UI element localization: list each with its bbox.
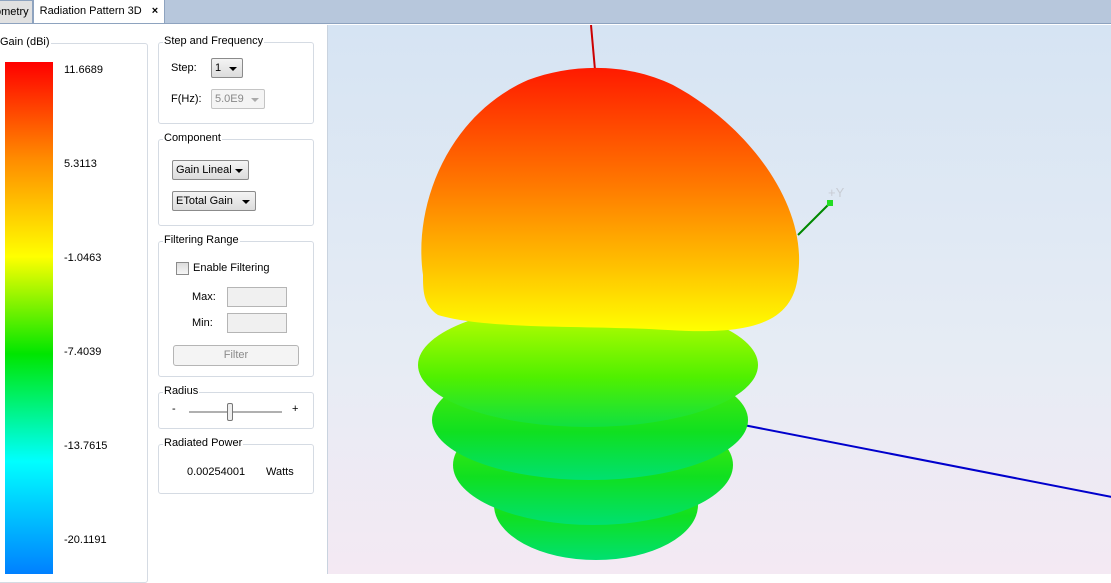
y-axis-label: +Y [828, 185, 845, 200]
filter-button[interactable]: Filter [173, 345, 299, 366]
radiation-pattern-3d: +Y [418, 24, 1111, 560]
frequency-select[interactable]: 5.0E9 [211, 89, 265, 109]
x-axis-line [590, 24, 596, 71]
chevron-down-icon [235, 169, 243, 173]
group-title: Step and Frequency [163, 35, 265, 47]
group-title: Filtering Range [163, 234, 240, 246]
colorbar-tick: 5.3113 [64, 158, 97, 170]
colorbar-tick: -13.7615 [64, 440, 108, 452]
component-select[interactable]: ETotal Gain [172, 191, 256, 211]
group-title: Radiated Power [163, 437, 244, 449]
chevron-down-icon [242, 200, 250, 204]
filtering-range-group: Filtering Range Enable Filtering Max: Mi… [158, 234, 314, 377]
tab-label: ometry [0, 5, 29, 18]
group-title: Component [163, 132, 222, 144]
colorbar-gradient [5, 62, 53, 574]
tab-label: Radiation Pattern 3D [39, 5, 142, 17]
chevron-down-icon [251, 98, 259, 102]
component-value: ETotal Gain [176, 195, 233, 207]
radiated-power-unit: Watts [266, 466, 294, 478]
frequency-label: F(Hz): [171, 93, 202, 105]
3d-viewport[interactable]: +Y [327, 24, 1111, 574]
max-input[interactable] [227, 287, 287, 307]
radius-minus-label: - [172, 403, 176, 415]
min-input[interactable] [227, 313, 287, 333]
enable-filtering-label: Enable Filtering [193, 262, 270, 274]
frequency-value: 5.0E9 [215, 93, 244, 105]
step-value: 1 [215, 62, 222, 74]
group-title: Radius [163, 385, 200, 397]
y-axis-marker [827, 200, 833, 206]
colorbar-tick: 11.6689 [64, 64, 103, 76]
component-group: Component Gain Lineal ETotal Gain [158, 132, 314, 226]
tab-geometry[interactable]: ometry [0, 0, 33, 23]
main-lobe [421, 67, 800, 332]
radius-slider-handle[interactable] [227, 403, 233, 421]
radiated-power-group: Radiated Power 0.00254001 Watts [158, 437, 314, 494]
colorbar-tick: -20.1191 [64, 534, 107, 546]
radiated-power-value: 0.00254001 [187, 466, 246, 478]
gain-type-select[interactable]: Gain Lineal [172, 160, 249, 180]
tab-radiation-pattern-3d[interactable]: Radiation Pattern 3D × [32, 0, 166, 23]
colorbar-tick: -1.0463 [64, 252, 102, 264]
gain-type-value: Gain Lineal [176, 164, 232, 176]
step-label: Step: [171, 62, 197, 74]
chevron-down-icon [229, 67, 237, 71]
y-axis-line [797, 202, 831, 236]
tab-bar: ometry Radiation Pattern 3D × [0, 0, 1111, 24]
lobe [418, 303, 758, 427]
step-select[interactable]: 1 [211, 58, 243, 78]
radius-group: Radius - + [158, 385, 314, 429]
z-axis-line [717, 419, 1111, 498]
max-label: Max: [192, 291, 216, 303]
radius-slider-track[interactable] [189, 411, 282, 413]
radius-plus-label: + [292, 403, 299, 415]
enable-filtering-checkbox[interactable] [176, 262, 189, 275]
colorbar-tick: -7.4039 [64, 346, 102, 358]
close-icon[interactable]: × [151, 5, 159, 17]
min-label: Min: [192, 317, 213, 329]
colorbar-title: Gain (dBi) [0, 36, 51, 48]
step-frequency-group: Step and Frequency Step: 1 F(Hz): 5.0E9 [158, 35, 314, 124]
